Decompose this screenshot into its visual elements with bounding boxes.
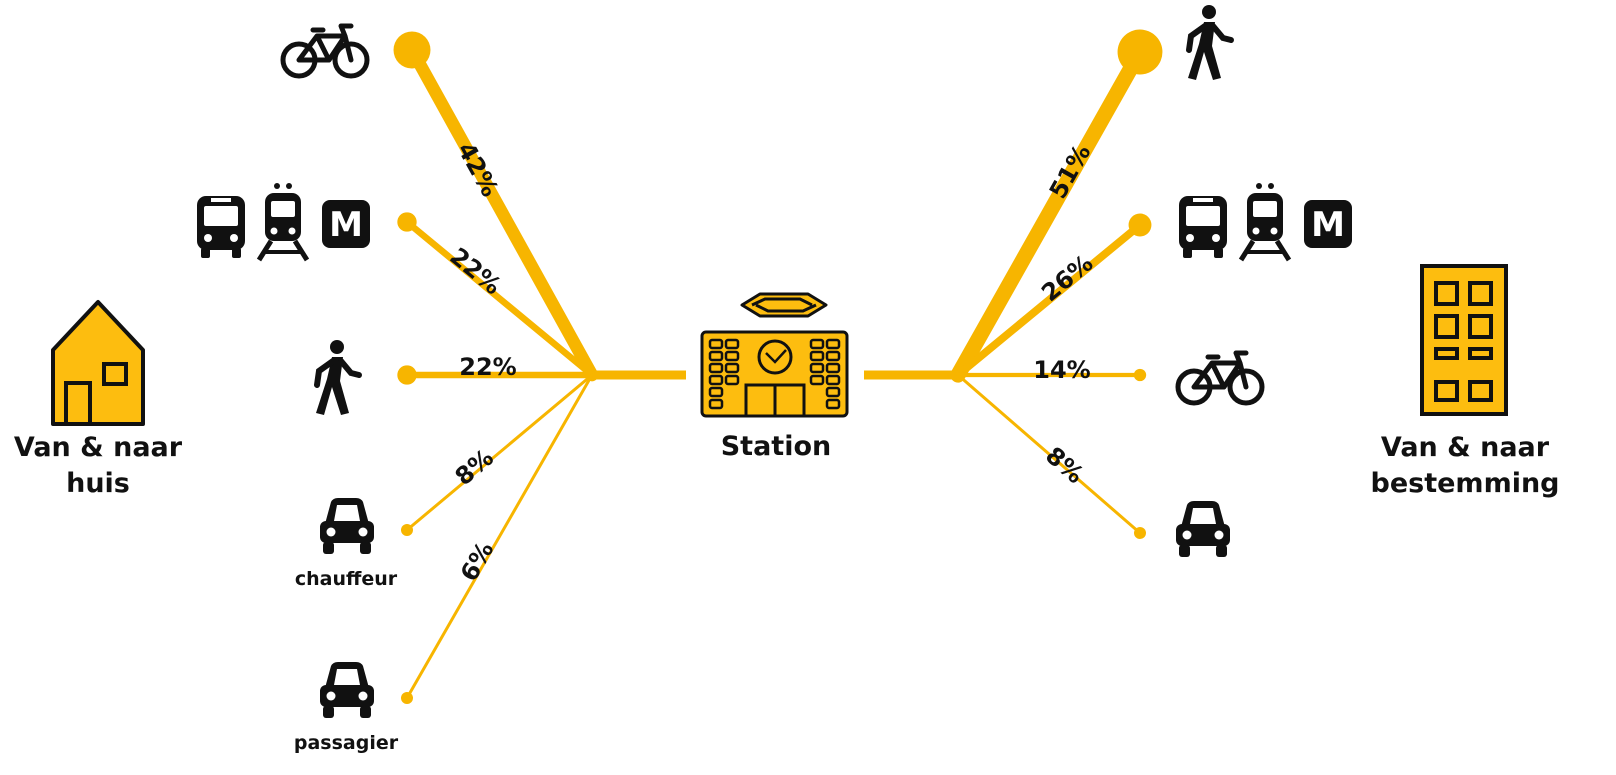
left-branch-end-dot: [401, 524, 413, 536]
left-branch-fiets: [405, 43, 599, 382]
left-branch-btm: [403, 218, 596, 379]
left-branch-percent-label: 6%: [455, 537, 500, 586]
station-label: Station: [721, 431, 832, 462]
car-icon: [320, 662, 374, 718]
pedestrian-icon: [1188, 5, 1231, 80]
left-branch-percent-label: 22%: [445, 242, 507, 300]
bus-icon: [197, 196, 245, 258]
right-branch-end-dot: [1128, 213, 1152, 237]
right-branch-lopen: [950, 44, 1148, 383]
destination-label-line1: Van & naar: [1381, 432, 1550, 463]
pedestrian-icon: [316, 340, 359, 415]
left-branch-end-dot: [393, 31, 431, 69]
left-branch-end-dot: [401, 692, 413, 704]
car-icon: [1176, 501, 1230, 557]
home-label-line1: Van & naar: [14, 432, 183, 463]
metro-letter: M: [329, 205, 363, 245]
right-branch-auto: [956, 373, 1142, 535]
tram-icon: [1241, 183, 1289, 260]
right-branch-btm: [954, 221, 1144, 379]
left-branch-end-dot: [397, 212, 417, 232]
bus-icon: [1179, 196, 1227, 258]
left-branch-auto-chauffeur: [405, 373, 594, 532]
car-passenger-caption: passagier: [294, 732, 399, 754]
home-label-line2: huis: [66, 468, 130, 499]
left-branch-end-dot: [397, 365, 417, 385]
right-branch-percent-label: 14%: [1033, 356, 1090, 384]
house-icon: [51, 300, 145, 426]
left-branch-percent-label: 22%: [459, 353, 516, 381]
left-branch-percent-label: 42%: [452, 138, 504, 202]
right-branch-percent-label: 51%: [1044, 140, 1097, 204]
right-branches: 51%26%14%8%: [950, 29, 1163, 539]
right-branch-end-dot: [1117, 29, 1163, 75]
car-icon: [320, 498, 374, 554]
left-branch-percent-label: 8%: [450, 443, 499, 491]
car-driver-caption: chauffeur: [295, 568, 398, 590]
bicycle-icon: [283, 26, 367, 76]
left-branch-auto-passagier: [405, 373, 594, 700]
bicycle-icon: [1178, 353, 1262, 403]
ns-logo-icon: [740, 292, 828, 318]
left-branches: 42% 22% 22% 8% 6%: [393, 31, 599, 704]
tram-icon: [259, 183, 307, 260]
metro-letter: M: [1311, 205, 1345, 245]
right-branch-end-dot: [1134, 527, 1146, 539]
station-building-icon: [700, 292, 849, 418]
destination-label-line2: bestemming: [1371, 468, 1560, 499]
right-branch-end-dot: [1133, 368, 1147, 382]
office-building-icon: [1420, 264, 1508, 416]
